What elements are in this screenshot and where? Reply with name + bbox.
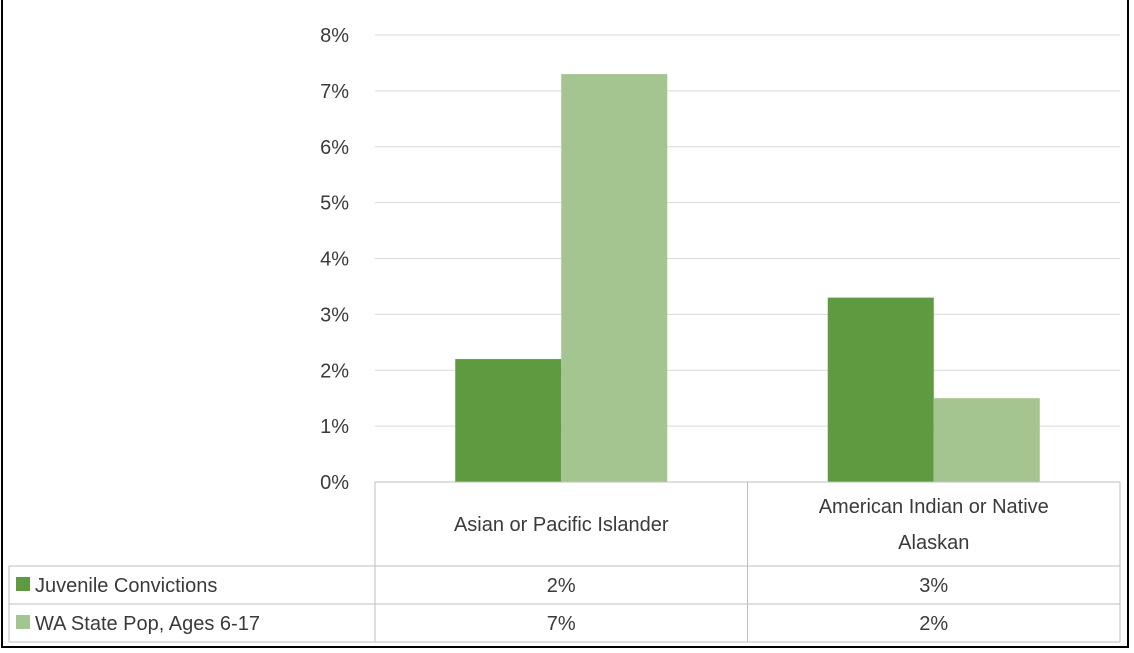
legend-label: WA State Pop, Ages 6-17 <box>35 613 260 635</box>
data-table: Asian or Pacific Islander American Indian… <box>8 481 1121 643</box>
bar-chart: 0% 1% 2% 3% 4% 5% 6% 7% 8% Asian or Pacific Isla… <box>8 25 1121 643</box>
x-category-label: Alaskan <box>898 532 969 554</box>
y-tick-label: 5% <box>320 193 349 215</box>
y-tick-label: 6% <box>320 137 349 159</box>
y-tick-label: 8% <box>320 25 349 47</box>
bar <box>827 297 934 482</box>
y-tick-label: 7% <box>320 81 349 103</box>
x-category-label: Asian or Pacific Islander <box>454 514 669 536</box>
data-table-value: 2% <box>919 613 948 635</box>
data-table-value: 2% <box>547 575 576 597</box>
x-category-label: American Indian or Native <box>819 496 1049 518</box>
data-table-value: 7% <box>547 613 576 635</box>
data-table-value: 3% <box>919 575 948 597</box>
bar <box>933 398 1040 482</box>
legend-key <box>16 577 30 591</box>
y-tick-label: 4% <box>320 249 349 271</box>
y-axis-ticks: 0% 1% 2% 3% 4% 5% 6% 7% 8% <box>320 25 349 494</box>
y-tick-label: 1% <box>320 416 349 438</box>
y-tick-label: 0% <box>320 472 349 494</box>
y-tick-label: 2% <box>320 360 349 382</box>
bars <box>455 74 1040 483</box>
y-tick-label: 3% <box>320 304 349 326</box>
bar <box>561 74 668 483</box>
bar <box>455 359 562 482</box>
legend-label: Juvenile Convictions <box>35 575 217 597</box>
legend-key <box>16 615 30 629</box>
